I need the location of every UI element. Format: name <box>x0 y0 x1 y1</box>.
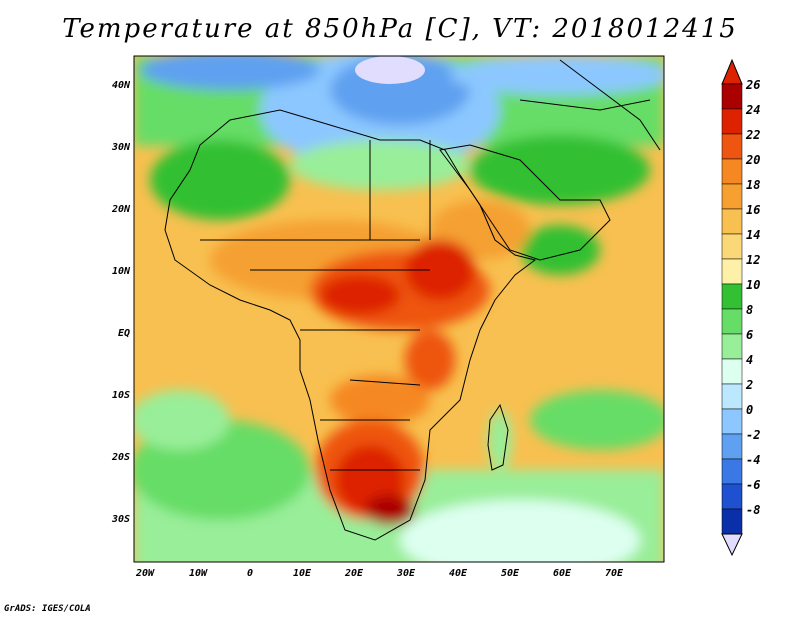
colorbar-segment <box>721 308 743 335</box>
lon-label: 50E <box>500 568 520 579</box>
lon-label: 20W <box>135 568 155 579</box>
plot-frame <box>133 55 665 563</box>
lat-label: 20N <box>111 204 130 215</box>
colorbar-segment <box>721 183 743 210</box>
colorbar-label: 2 <box>746 378 754 392</box>
colorbar-label: 24 <box>746 103 761 117</box>
lon-label: 10W <box>188 568 208 579</box>
lat-label: 20S <box>111 452 130 463</box>
colorbar-segment <box>721 133 743 160</box>
lat-label: 10N <box>111 266 130 277</box>
lon-label: 70E <box>604 568 624 579</box>
colorbar-label: 16 <box>746 203 761 217</box>
colorbar-label: -2 <box>746 428 761 442</box>
lat-label: 40N <box>111 80 130 91</box>
colorbar-segment <box>721 283 743 310</box>
coastlines <box>164 59 661 541</box>
colorbar-segment <box>721 358 743 385</box>
temperature-field <box>134 56 664 562</box>
colorbar-label: 8 <box>746 303 754 317</box>
credit-text: GrADS: IGES/COLA <box>4 604 91 614</box>
colorbar-label: -8 <box>746 503 761 517</box>
colorbar-segment <box>721 333 743 360</box>
colorbar-label: 6 <box>746 328 754 342</box>
colorbar-segment <box>721 508 743 535</box>
lat-label: 10S <box>111 390 130 401</box>
colorbar-segment <box>721 458 743 485</box>
colorbar-top-arrow <box>721 58 743 85</box>
colorbar-label: -6 <box>746 478 761 492</box>
lon-label: 20E <box>344 568 364 579</box>
colorbar-segment <box>721 483 743 510</box>
colorbar-segment <box>721 208 743 235</box>
colorbar-segment <box>721 158 743 185</box>
lon-label: 30E <box>396 568 416 579</box>
colorbar-label: -4 <box>746 453 761 467</box>
lat-label: 30S <box>111 514 130 525</box>
colorbar-label: 26 <box>746 78 761 92</box>
colorbar-segment <box>721 408 743 435</box>
lon-label: 40E <box>448 568 468 579</box>
colorbar-label: 18 <box>746 178 761 192</box>
colorbar-label: 0 <box>746 403 754 417</box>
colorbar-segment <box>721 108 743 135</box>
colorbar <box>721 58 743 557</box>
lat-label: EQ <box>117 328 130 339</box>
colorbar-label: 22 <box>746 128 761 142</box>
colorbar-bottom-arrow <box>721 533 743 557</box>
colorbar-segment <box>721 433 743 460</box>
lon-label: 0 <box>246 568 254 579</box>
colorbar-label: 4 <box>746 353 754 367</box>
lat-label: 30N <box>111 142 130 153</box>
colorbar-segment <box>721 383 743 410</box>
lon-label: 60E <box>552 568 572 579</box>
colorbar-label: 20 <box>746 153 761 167</box>
colorbar-label: 10 <box>746 278 761 292</box>
lon-label: 10E <box>292 568 312 579</box>
map-title: Temperature at 850hPa [C], VT: 201801241… <box>62 14 738 44</box>
colorbar-segment <box>721 83 743 110</box>
colorbar-segment <box>721 233 743 260</box>
colorbar-segment <box>721 258 743 285</box>
colorbar-label: 14 <box>746 228 761 242</box>
colorbar-label: 12 <box>746 253 761 267</box>
